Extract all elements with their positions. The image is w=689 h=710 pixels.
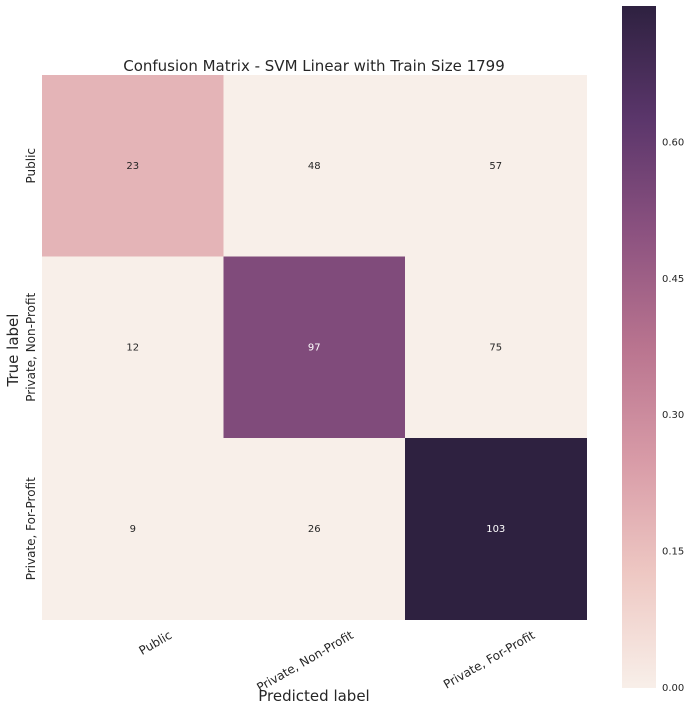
y-tick-label: Private, Non-Profit: [24, 292, 38, 401]
heatmap-cell: [223, 75, 406, 257]
colorbar: [622, 6, 656, 688]
colorbar-tick-label: 0.60: [662, 137, 684, 148]
heatmap-cell: [42, 438, 224, 620]
heatmap-cell: [223, 438, 406, 620]
heatmap-cell: [405, 438, 587, 620]
heatmap-cell-labels: 23 48 57 12 97 75 9 26 103: [126, 161, 505, 535]
cell-value-label: 23: [126, 161, 139, 172]
y-axis-label: True label: [4, 314, 22, 388]
cell-value-label: 103: [486, 524, 505, 535]
colorbar-ticks: 0.00 0.15 0.30 0.45 0.60: [662, 137, 684, 694]
chart-title: Confusion Matrix - SVM Linear with Train…: [123, 57, 505, 75]
colorbar-tick-label: 0.45: [662, 274, 684, 285]
y-tick-labels: Public Private, Non-Profit Private, For-Pr…: [24, 148, 38, 580]
x-tick-labels: Public Private, Non-Profit Private, For-Pr…: [136, 628, 537, 695]
cell-value-label: 75: [489, 343, 502, 354]
colorbar-tick-label: 0.15: [662, 547, 684, 558]
heatmap-cell: [405, 256, 587, 439]
heatmap-cell: [42, 256, 224, 439]
x-tick-label: Public: [136, 628, 174, 658]
x-tick-label: Private, For-Profit: [441, 628, 538, 692]
cell-value-label: 9: [130, 524, 136, 535]
cell-value-label: 26: [308, 524, 321, 535]
heatmap-cell: [42, 75, 224, 257]
cell-value-label: 48: [308, 161, 321, 172]
colorbar-tick-label: 0.30: [662, 410, 684, 421]
heatmap-cells: [42, 75, 587, 620]
heatmap-cell: [223, 256, 406, 439]
colorbar-tick-label: 0.00: [662, 683, 684, 694]
heatmap-cell: [405, 75, 587, 257]
cell-value-label: 12: [126, 343, 139, 354]
y-tick-label: Public: [24, 148, 38, 184]
cell-value-label: 97: [308, 343, 321, 354]
cell-value-label: 57: [489, 161, 502, 172]
y-tick-label: Private, For-Profit: [24, 477, 38, 580]
x-tick-label: Private, Non-Profit: [254, 628, 356, 695]
x-axis-label: Predicted label: [258, 687, 369, 705]
